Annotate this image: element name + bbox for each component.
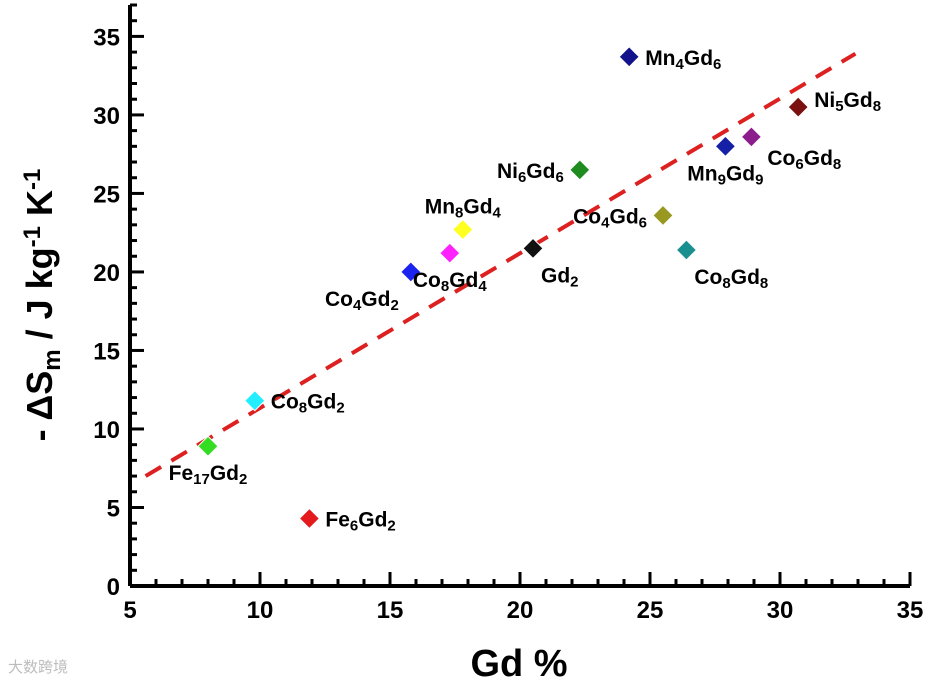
data-point-mn9gd9 (714, 135, 737, 158)
point-label-fe17gd2: Fe17Gd2 (169, 462, 248, 488)
data-point-co4gd6 (652, 204, 674, 227)
point-label-mn9gd9: Mn9Gd9 (687, 162, 763, 188)
data-point-co8gd8 (675, 239, 698, 261)
data-point-co8gd2 (244, 390, 266, 412)
x-tick-label: 35 (897, 597, 924, 624)
point-label-co4gd2: Co4Gd2 (325, 288, 399, 314)
point-label-gd2: Gd2 (541, 264, 579, 290)
y-tick-label: 5 (107, 495, 120, 522)
y-tick-label: 25 (93, 181, 120, 208)
data-point-ni5gd8 (787, 96, 809, 118)
y-tick-label: 15 (93, 338, 120, 365)
fit-line-layer (144, 51, 857, 478)
fit-line (144, 51, 857, 478)
y-tick-label: 30 (93, 103, 120, 130)
point-label-co4gd6: Co4Gd6 (573, 205, 647, 231)
point-label-fe6gd2: Fe6Gd2 (325, 508, 395, 534)
point-label-co8gd8: Co8Gd8 (694, 266, 768, 292)
data-point-fe17gd2 (197, 435, 219, 457)
y-tick-label: 20 (93, 260, 120, 287)
x-tick-label: 30 (767, 597, 794, 624)
y-tick-label: 0 (107, 574, 120, 601)
point-label-ni6gd6: Ni6Gd6 (497, 160, 564, 186)
data-point-gd2 (522, 237, 544, 260)
data-point-co4gd2 (400, 261, 422, 283)
data-point-fe6gd2 (298, 507, 321, 530)
x-tick-label: 5 (123, 597, 136, 624)
watermark: 大数跨境 (8, 658, 69, 676)
point-label-ni5gd8: Ni5Gd8 (814, 89, 881, 115)
x-tick-label: 10 (247, 597, 274, 624)
point-labels-layer: Fe6Gd2 Fe17Gd2 Co8Gd2 Co4Gd2 Co8Gd4 Mn8Gd4 Gd2… (169, 47, 881, 535)
x-tick-label: 15 (377, 597, 404, 624)
x-tick-label: 20 (507, 597, 534, 624)
data-point-co8gd4 (439, 242, 461, 264)
x-axis-title: Gd % (470, 643, 567, 685)
y-axis-title: - ΔSm / J kg-1 K-1 (19, 169, 66, 442)
y-tick-label: 35 (93, 24, 120, 51)
points-layer (197, 46, 809, 530)
point-label-co8gd2: Co8Gd2 (271, 391, 345, 417)
point-label-co8gd4: Co8Gd4 (413, 269, 488, 295)
data-point-co6gd8 (740, 126, 763, 148)
x-tick-label: 25 (637, 597, 664, 624)
data-point-mn4gd6 (618, 46, 640, 68)
point-label-mn4gd6: Mn4Gd6 (645, 47, 721, 73)
point-label-mn8gd4: Mn8Gd4 (425, 196, 502, 222)
y-tick-label: 10 (93, 417, 120, 444)
data-point-mn8gd4 (452, 218, 474, 241)
data-point-ni6gd6 (569, 159, 591, 181)
point-label-co6gd8: Co6Gd8 (767, 147, 841, 173)
